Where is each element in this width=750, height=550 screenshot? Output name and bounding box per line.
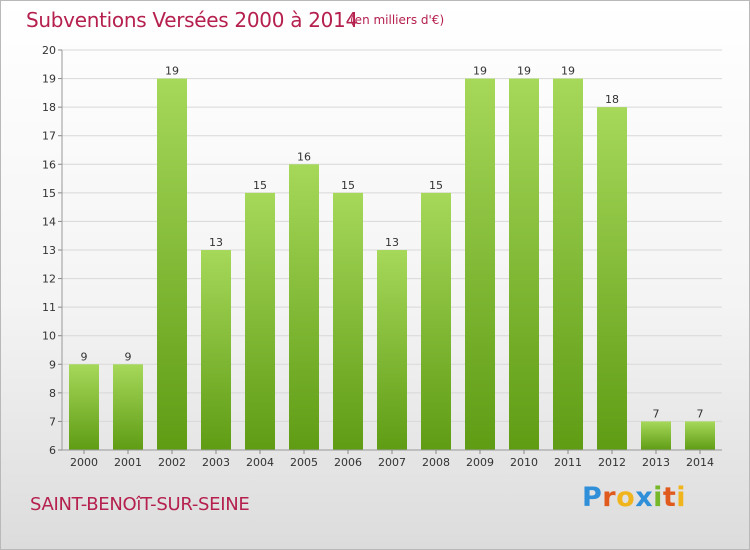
bar-2010 xyxy=(509,78,539,451)
y-tick-label: 17 xyxy=(42,130,56,143)
bar-2001 xyxy=(113,364,143,450)
bar-2000 xyxy=(69,364,99,450)
bar-value-label: 13 xyxy=(385,236,399,249)
x-tick-label: 2013 xyxy=(642,456,670,469)
y-tick-label: 18 xyxy=(42,101,56,114)
bar-value-label: 7 xyxy=(653,407,660,420)
bar-value-label: 19 xyxy=(517,65,531,78)
y-tick-label: 16 xyxy=(42,158,56,171)
bar-2009 xyxy=(465,78,495,451)
bar-2012 xyxy=(597,107,627,451)
chart-title: Subventions Versées 2000 à 2014 xyxy=(26,8,358,32)
x-tick-label: 2006 xyxy=(334,456,362,469)
y-tick-label: 20 xyxy=(42,44,56,57)
bar-value-label: 18 xyxy=(605,93,619,106)
y-tick-label: 7 xyxy=(49,415,56,428)
x-tick-label: 2008 xyxy=(422,456,450,469)
bar-value-label: 7 xyxy=(697,407,704,420)
x-tick-label: 2012 xyxy=(598,456,626,469)
x-tick-label: 2003 xyxy=(202,456,230,469)
x-tick-label: 2000 xyxy=(70,456,98,469)
bar-value-label: 19 xyxy=(165,65,179,78)
x-tick-label: 2014 xyxy=(686,456,714,469)
bar-2004 xyxy=(245,192,275,450)
bar-2014 xyxy=(685,421,715,450)
y-tick-label: 19 xyxy=(42,73,56,86)
bar-2007 xyxy=(377,250,407,450)
y-tick-label: 15 xyxy=(42,187,56,200)
bar-value-label: 9 xyxy=(81,350,88,363)
proxiti-logo: Proxiti xyxy=(582,482,687,513)
x-tick-label: 2001 xyxy=(114,456,142,469)
bar-2013 xyxy=(641,421,671,450)
bar-2008 xyxy=(421,192,451,450)
x-tick-label: 2010 xyxy=(510,456,538,469)
commune-name: SAINT-BENOîT-SUR-SEINE xyxy=(30,494,250,515)
bar-2006 xyxy=(333,192,363,450)
data-labels: 9 9 19 13 15 16 15 13 15 19 19 19 18 7 7 xyxy=(81,65,704,421)
bar-value-label: 9 xyxy=(125,350,132,363)
chart-subtitle: (en milliers d'€) xyxy=(350,13,445,27)
x-tick-label: 2007 xyxy=(378,456,406,469)
y-tick-label: 10 xyxy=(42,330,56,343)
x-tick-label: 2005 xyxy=(290,456,318,469)
bar-value-label: 13 xyxy=(209,236,223,249)
y-tick-label: 9 xyxy=(49,358,56,371)
bar-value-label: 19 xyxy=(473,65,487,78)
bar-2005 xyxy=(289,164,319,451)
bar-value-label: 15 xyxy=(429,179,443,192)
y-tick-label: 8 xyxy=(49,387,56,400)
y-tick-label: 13 xyxy=(42,244,56,257)
x-tick-label: 2009 xyxy=(466,456,494,469)
x-tick-label: 2011 xyxy=(554,456,582,469)
x-tick-label: 2004 xyxy=(246,456,274,469)
bar-value-label: 16 xyxy=(297,150,311,163)
bar-value-label: 15 xyxy=(341,179,355,192)
bar-2011 xyxy=(553,78,583,451)
bar-value-label: 19 xyxy=(561,65,575,78)
y-tick-label: 12 xyxy=(42,273,56,286)
y-tick-label: 14 xyxy=(42,215,56,228)
bars xyxy=(69,78,715,451)
axes: 6 7 8 9 10 11 12 13 14 15 16 17 18 19 20 2000 2001 2002 20… xyxy=(42,44,722,469)
y-tick-label: 6 xyxy=(49,444,56,457)
bar-2002 xyxy=(157,78,187,451)
bar-2003 xyxy=(201,250,231,450)
y-tick-label: 11 xyxy=(42,301,56,314)
x-tick-label: 2002 xyxy=(158,456,186,469)
bar-value-label: 15 xyxy=(253,179,267,192)
